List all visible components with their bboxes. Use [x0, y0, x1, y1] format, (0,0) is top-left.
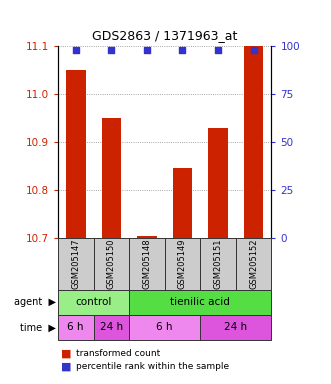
- Text: agent  ▶: agent ▶: [14, 297, 56, 308]
- Text: 24 h: 24 h: [100, 322, 123, 333]
- Bar: [58, 290, 129, 315]
- Text: time  ▶: time ▶: [21, 322, 56, 333]
- Bar: [129, 315, 200, 340]
- Point: [251, 47, 256, 53]
- Bar: [93, 315, 129, 340]
- Text: GSM205149: GSM205149: [178, 239, 187, 289]
- Text: GSM205147: GSM205147: [71, 239, 80, 289]
- Text: GSM205152: GSM205152: [249, 239, 258, 289]
- Title: GDS2863 / 1371963_at: GDS2863 / 1371963_at: [92, 29, 237, 42]
- Text: 6 h: 6 h: [157, 322, 173, 333]
- Text: percentile rank within the sample: percentile rank within the sample: [76, 362, 229, 371]
- Text: ■: ■: [61, 348, 72, 358]
- Bar: [137, 236, 157, 238]
- Bar: [129, 238, 165, 290]
- Point: [215, 47, 221, 53]
- Text: 6 h: 6 h: [68, 322, 84, 333]
- Text: GSM205148: GSM205148: [142, 239, 151, 289]
- Bar: [102, 118, 121, 238]
- Bar: [173, 169, 192, 238]
- Bar: [58, 315, 93, 340]
- Text: control: control: [75, 297, 112, 308]
- Bar: [129, 290, 271, 315]
- Bar: [244, 46, 263, 238]
- Bar: [208, 128, 228, 238]
- Point: [109, 47, 114, 53]
- Text: tienilic acid: tienilic acid: [170, 297, 230, 308]
- Bar: [236, 238, 271, 290]
- Text: 24 h: 24 h: [224, 322, 247, 333]
- Bar: [165, 238, 200, 290]
- Text: GSM205151: GSM205151: [213, 239, 222, 289]
- Text: GSM205150: GSM205150: [107, 239, 116, 289]
- Point: [73, 47, 78, 53]
- Point: [144, 47, 150, 53]
- Text: transformed count: transformed count: [76, 349, 161, 358]
- Bar: [93, 238, 129, 290]
- Bar: [58, 238, 93, 290]
- Bar: [200, 315, 271, 340]
- Point: [180, 47, 185, 53]
- Bar: [66, 70, 85, 238]
- Bar: [200, 238, 236, 290]
- Text: ■: ■: [61, 362, 72, 372]
